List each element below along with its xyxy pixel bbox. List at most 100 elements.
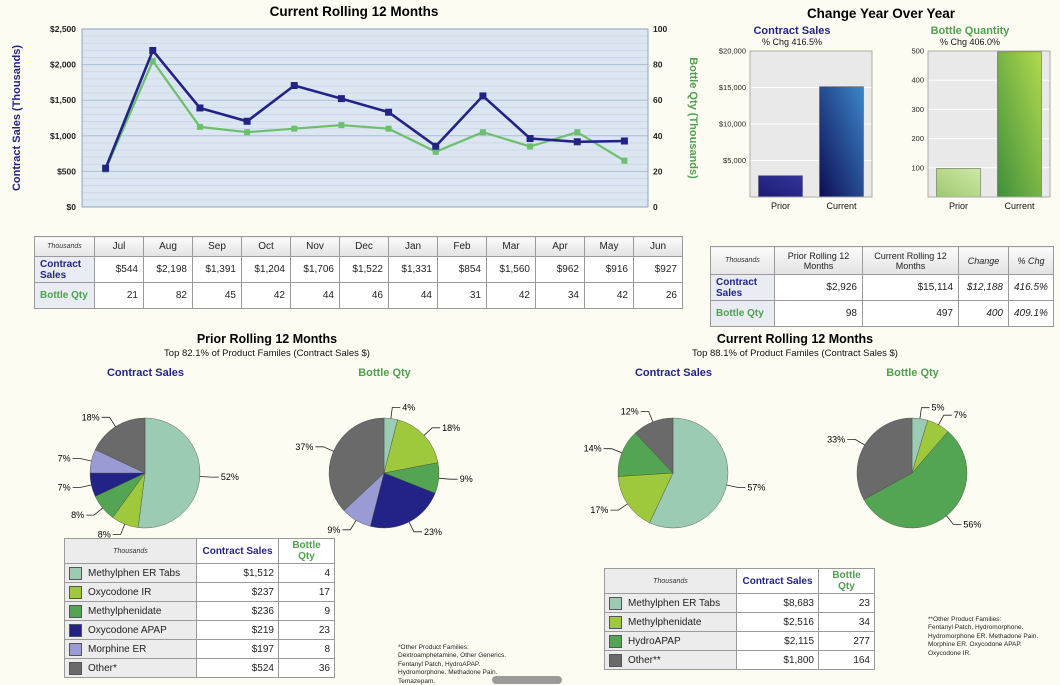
svg-text:$500: $500 [57, 166, 76, 176]
month-header: Dec [339, 236, 389, 257]
prior-rolling-section: Prior Rolling 12 Months Top 82.1% of Pro… [28, 332, 506, 563]
value-cell: 34 [535, 282, 585, 309]
svg-text:8%: 8% [98, 529, 111, 539]
svg-text:18%: 18% [442, 423, 460, 433]
svg-text:40: 40 [653, 131, 663, 141]
qty-cell: 34 [818, 612, 875, 632]
svg-text:$5,000: $5,000 [723, 156, 746, 165]
legend-row: Methylphenidate $2,516 34 [604, 612, 875, 632]
month-header: Apr [535, 236, 585, 257]
row-label: Contract Sales [710, 274, 775, 301]
thousands-label: Thousands [64, 538, 197, 564]
legend-row: Other* $524 36 [64, 658, 335, 678]
sales-cell: $2,115 [736, 631, 819, 651]
value-cell: 98 [774, 300, 863, 327]
value-cell: 42 [241, 282, 291, 309]
svg-text:100: 100 [911, 163, 924, 172]
svg-text:7%: 7% [58, 454, 71, 464]
svg-text:8%: 8% [71, 510, 84, 520]
legend-row: Other** $1,800 164 [604, 650, 875, 670]
value-cell: $962 [535, 256, 585, 283]
value-cell: $2,198 [143, 256, 193, 283]
value-cell: 31 [437, 282, 487, 309]
legend-product-name: Oxycodone IR [88, 586, 152, 598]
svg-text:200: 200 [911, 134, 924, 143]
value-cell: 26 [633, 282, 683, 309]
value-cell: $12,188 [958, 274, 1009, 301]
value-cell: $854 [437, 256, 487, 283]
month-header: Nov [290, 236, 340, 257]
value-cell: 44 [388, 282, 438, 309]
qty-cell: 17 [278, 582, 335, 602]
yoy-sales-chart: $5,000 $10,000 $15,000 $20,000 Prior Current [706, 47, 878, 217]
current-footnote: **Other Product Families: Fentanyl Patch… [928, 616, 1039, 657]
value-cell: $1,522 [339, 256, 389, 283]
svg-text:5%: 5% [932, 403, 945, 413]
sales-cell: $2,516 [736, 612, 819, 632]
value-cell: $2,926 [774, 274, 863, 301]
current-section-subtitle: Top 88.1% of Product Familes (Contract S… [692, 348, 898, 359]
legend-swatch [69, 604, 82, 618]
legend-product: Methylphen ER Tabs [64, 563, 197, 583]
svg-text:$20,000: $20,000 [719, 47, 746, 56]
qty-cell: 9 [278, 601, 335, 621]
legend-row: Oxycodone APAP $219 23 [64, 620, 335, 640]
value-cell: 409.1% [1008, 300, 1054, 327]
column-header: Bottle Qty [278, 538, 335, 564]
legend-product: HydroAPAP [604, 631, 737, 651]
column-header: % Chg [1008, 246, 1054, 275]
value-cell: $927 [633, 256, 683, 283]
yoy-qty-block: Bottle Quantity % Chg 406.0% 100 200 300 40… [884, 23, 1056, 217]
thousands-label: Thousands [604, 568, 737, 594]
svg-text:Bottle Qty (Thousands): Bottle Qty (Thousands) [687, 57, 699, 179]
current-sales-pie-block: Contract Sales 57% 17% 14% 12% [556, 367, 791, 563]
column-header: Current Rolling 12 Months [862, 246, 959, 275]
legend-swatch [609, 615, 622, 629]
month-header: Feb [437, 236, 487, 257]
column-header: Bottle Qty [818, 568, 875, 594]
svg-text:52%: 52% [221, 472, 239, 482]
current-section-title: Current Rolling 12 Months [716, 332, 874, 346]
svg-text:60: 60 [653, 95, 663, 105]
month-header: Jan [388, 236, 438, 257]
sales-cell: $197 [196, 639, 279, 659]
prior-legend-table: Thousands Contract Sales Bottle Qty Methylp… [64, 538, 335, 678]
legend-row: Methylphen ER Tabs $1,512 4 [64, 563, 335, 583]
value-cell: $1,331 [388, 256, 438, 283]
current-rolling-section: Current Rolling 12 Months Top 88.1% of P… [556, 332, 1034, 563]
legend-product-name: Methylphenidate [628, 616, 702, 628]
legend-product-name: Morphine ER [88, 643, 147, 655]
row-label: Contract Sales [34, 256, 95, 283]
sales-cell: $8,683 [736, 593, 819, 613]
svg-text:4%: 4% [402, 403, 415, 413]
qty-cell: 23 [818, 593, 875, 613]
legend-swatch [69, 623, 82, 637]
svg-text:56%: 56% [963, 519, 981, 529]
column-header: Change [958, 246, 1009, 275]
current-qty-pie-title: Bottle Qty [886, 367, 939, 379]
svg-text:Prior: Prior [949, 201, 968, 211]
qty-cell: 8 [278, 639, 335, 659]
current-qty-pie-block: Bottle Qty 5% 7% 56% 33% [795, 367, 1030, 563]
legend-row: Methylphenidate $236 9 [64, 601, 335, 621]
svg-text:14%: 14% [584, 444, 602, 454]
yoy-sales-subtitle: % Chg 416.5% [761, 37, 823, 47]
svg-text:$1,500: $1,500 [50, 95, 76, 105]
yoy-qty-subtitle: % Chg 406.0% [939, 37, 1001, 47]
yoy-qty-title: Bottle Quantity [930, 25, 1010, 37]
value-cell: $1,391 [192, 256, 242, 283]
qty-cell: 23 [278, 620, 335, 640]
prior-section-subtitle: Top 82.1% of Product Familes (Contract S… [164, 348, 370, 359]
sales-cell: $524 [196, 658, 279, 678]
legend-product-name: Methylphenidate [88, 605, 162, 617]
monthly-table: Thousands Jul Aug Sep Oct Nov Dec Jan Feb Mar Apr M… [34, 236, 683, 309]
current-sales-pie-title: Contract Sales [634, 367, 713, 379]
legend-swatch [69, 642, 82, 656]
legend-row: HydroAPAP $2,115 277 [604, 631, 875, 651]
horizontal-scrollbar-thumb[interactable] [492, 676, 562, 684]
value-cell: 497 [862, 300, 959, 327]
legend-product-name: Oxycodone APAP [88, 624, 167, 636]
svg-text:0: 0 [653, 202, 658, 212]
legend-product: Morphine ER [64, 639, 197, 659]
